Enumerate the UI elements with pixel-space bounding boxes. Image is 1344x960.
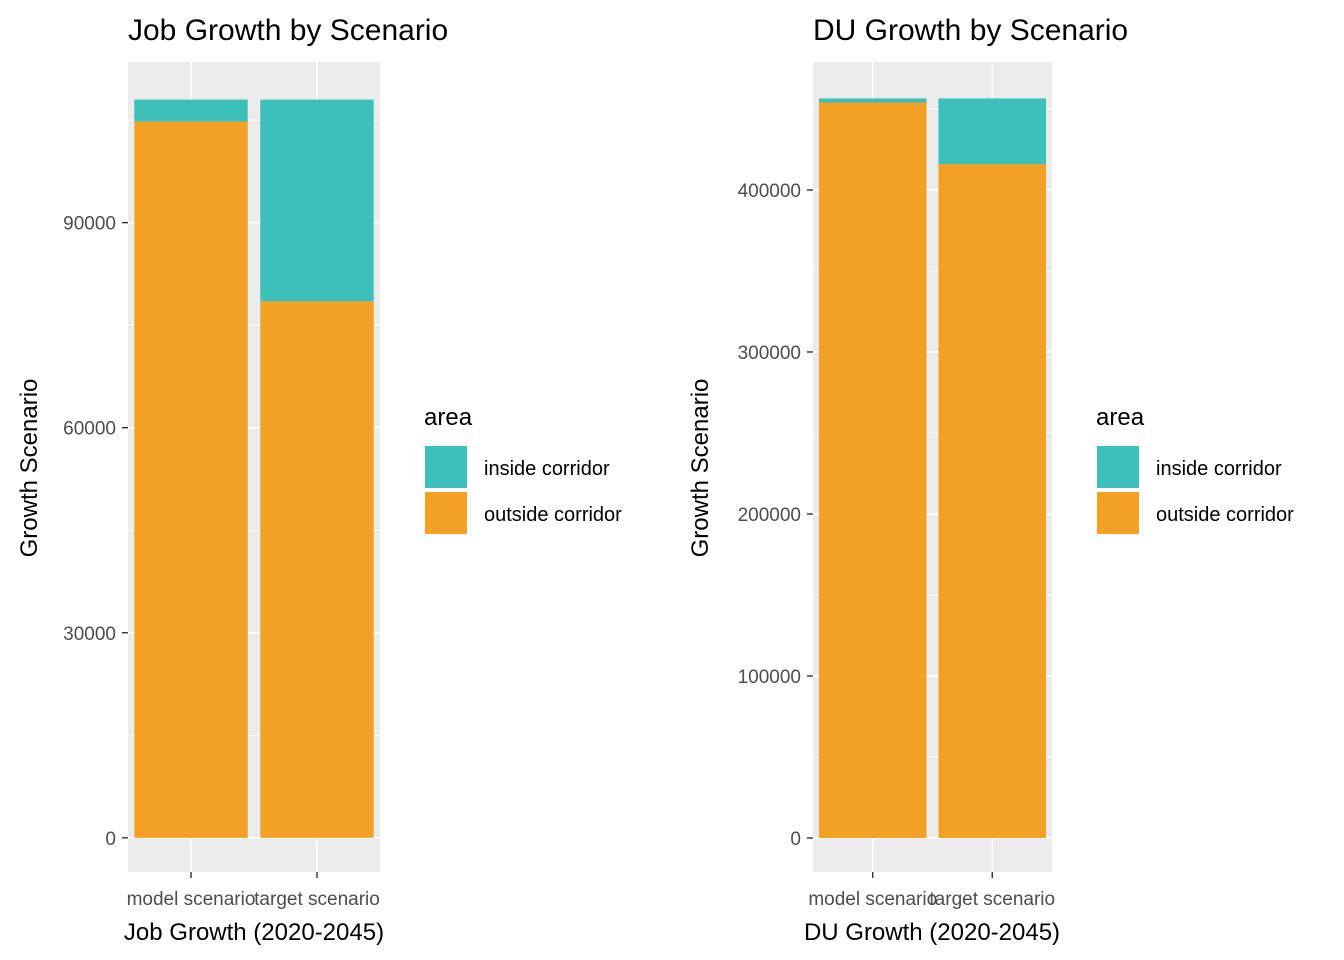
legend-key-outside-corridor <box>423 490 469 536</box>
y-axis-title: Growth Scenario <box>687 379 714 558</box>
legend-key-inside-corridor <box>423 444 469 490</box>
job-growth-chart: Job Growth by Scenario 0 30000 60000 90000 m… <box>16 14 622 946</box>
y-tick-label: 200000 <box>738 505 801 526</box>
bar-inside-corridor-model-scenario <box>818 98 927 103</box>
legend-title: area <box>1096 404 1145 431</box>
x-tick-label: target scenario <box>929 889 1055 910</box>
bar-inside-corridor-model-scenario <box>134 99 248 122</box>
x-axis-title: Job Growth (2020-2045) <box>124 919 384 946</box>
job-legend: inside corridor outside corridor <box>423 444 622 536</box>
legend-key-inside-corridor <box>1095 444 1141 490</box>
bar-outside-corridor-model-scenario <box>134 121 248 838</box>
y-tick-label: 300000 <box>738 343 801 364</box>
y-tick-label: 100000 <box>738 667 801 688</box>
legend-label-inside-corridor: inside corridor <box>1156 458 1282 480</box>
bar-inside-corridor-target-scenario <box>938 98 1047 165</box>
x-tick-label: model scenario <box>127 889 256 910</box>
x-axis-title: DU Growth (2020-2045) <box>804 919 1060 946</box>
x-tick-label: model scenario <box>808 889 937 910</box>
bar-outside-corridor-target-scenario <box>938 164 1047 838</box>
y-tick-label: 60000 <box>63 419 116 440</box>
y-tick-label: 30000 <box>63 624 116 645</box>
bar-outside-corridor-target-scenario <box>260 301 374 838</box>
legend-title: area <box>424 404 473 431</box>
legend-key-outside-corridor <box>1095 490 1141 536</box>
bar-outside-corridor-model-scenario <box>818 102 927 838</box>
legend-label-outside-corridor: outside corridor <box>484 504 622 526</box>
y-tick-label: 90000 <box>63 214 116 235</box>
bar-inside-corridor-target-scenario <box>260 99 374 302</box>
y-axis-title: Growth Scenario <box>16 379 43 558</box>
y-tick-label: 0 <box>790 829 801 850</box>
chart-title: Job Growth by Scenario <box>128 14 448 47</box>
du-plot-area: 0 100000 200000 300000 400000 model scenariot… <box>738 62 1055 910</box>
du-legend: inside corridor outside corridor <box>1095 444 1294 536</box>
y-tick-label: 400000 <box>738 181 801 202</box>
chart-title: DU Growth by Scenario <box>813 14 1128 47</box>
legend-label-outside-corridor: outside corridor <box>1156 504 1294 526</box>
x-tick-label: target scenario <box>254 889 380 910</box>
y-tick-label: 0 <box>105 829 116 850</box>
du-growth-chart: DU Growth by Scenario 0 100000 200000 30000… <box>687 14 1294 946</box>
legend-label-inside-corridor: inside corridor <box>484 458 610 480</box>
